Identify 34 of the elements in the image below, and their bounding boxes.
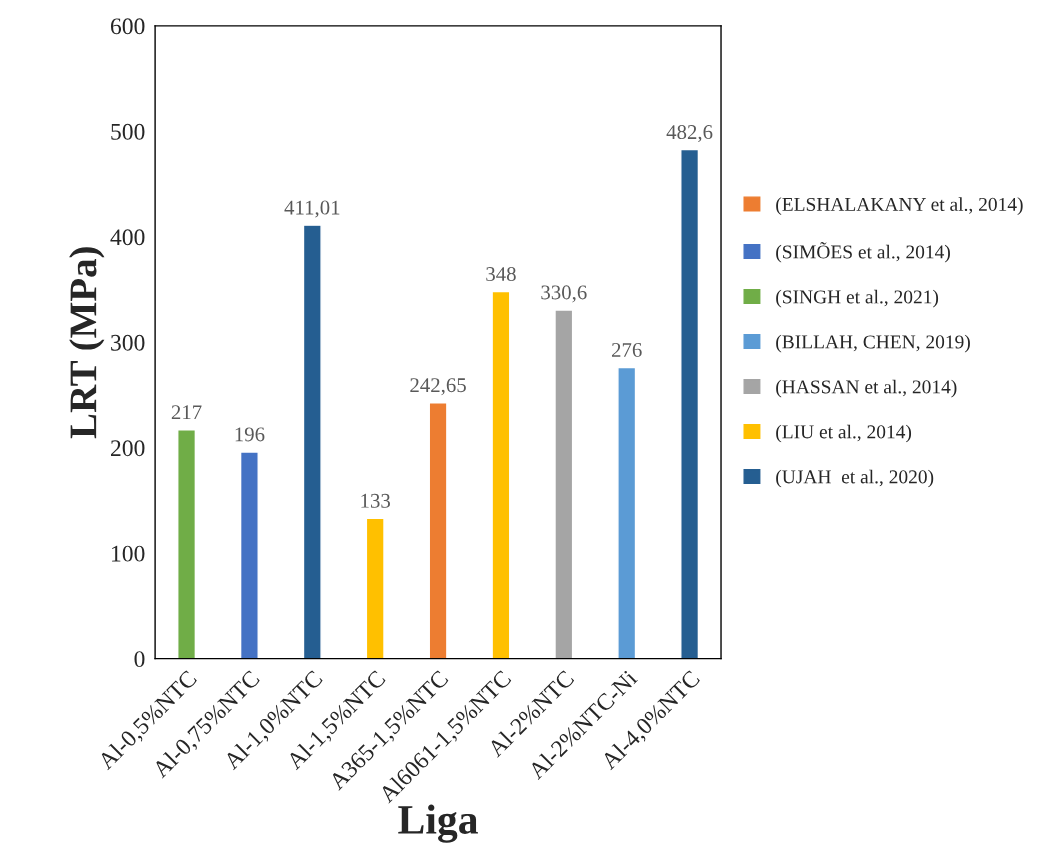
data-label: 482,6 (666, 125, 713, 143)
bar (428, 402, 448, 659)
x-axis-title: Liga (398, 804, 478, 843)
data-label: 133 (361, 493, 390, 508)
bar (491, 290, 511, 659)
y-tick-label: 100 (112, 545, 145, 562)
data-label: 196 (235, 427, 265, 442)
legend-label: (ELSHALAKANY et al., 2014) (776, 197, 1023, 215)
data-label: 348 (486, 267, 516, 282)
bar (177, 429, 197, 659)
legend-label: (BILLAH, CHEN, 2019) (776, 334, 970, 353)
data-label: 217 (171, 405, 202, 420)
bar (365, 517, 385, 659)
legend-label: (UJAH et al., 2020) (776, 469, 934, 488)
data-label: 242,65 (410, 378, 466, 396)
data-label: 330,6 (541, 285, 587, 303)
y-axis-title: LRT (MPa) (69, 247, 105, 439)
bar (302, 224, 322, 659)
bar (239, 451, 259, 659)
y-tick-label: 500 (111, 123, 145, 140)
legend-label: (SIMÕES et al., 2014) (776, 242, 950, 263)
y-tick-label: 400 (110, 229, 145, 246)
legend-label: (HASSAN et al., 2014) (776, 379, 957, 398)
data-label: 276 (611, 343, 642, 357)
y-tick-label: 200 (111, 440, 145, 457)
bar (617, 366, 637, 659)
y-tick-label: 300 (111, 334, 145, 351)
y-tick-label: 0 (134, 651, 145, 668)
legend-label: (SINGH et al., 2021) (776, 289, 939, 308)
bar (680, 148, 700, 659)
y-tick-label: 600 (110, 18, 145, 35)
legend-label: (LIU et al., 2014) (776, 424, 912, 443)
bar (554, 309, 574, 659)
data-label: 411,01 (284, 200, 340, 218)
